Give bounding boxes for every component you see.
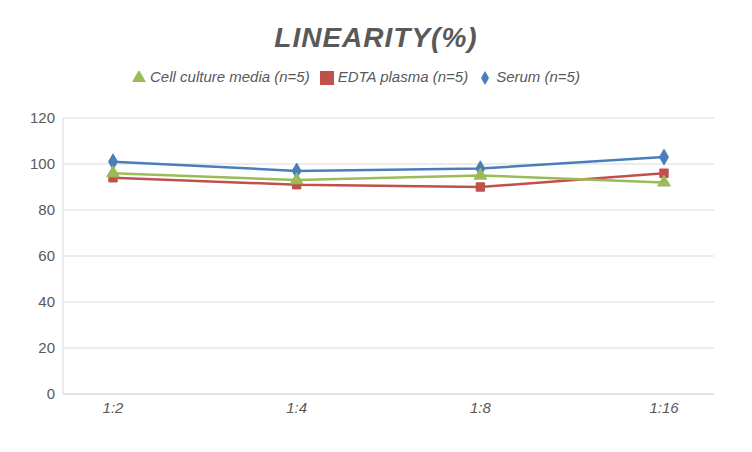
svg-text:1:8: 1:8 — [470, 399, 492, 416]
svg-text:1:16: 1:16 — [649, 399, 679, 416]
svg-text:20: 20 — [38, 339, 55, 356]
svg-text:40: 40 — [38, 293, 55, 310]
svg-text:100: 100 — [30, 155, 55, 172]
svg-text:60: 60 — [38, 247, 55, 264]
html-text:LINEARITY(%): LINEARITY(%) — [274, 22, 478, 53]
svg-text:120: 120 — [30, 109, 55, 126]
html-text:Cell culture media (n=5): Cell culture media (n=5) — [150, 68, 310, 85]
html-text:EDTA plasma (n=5): EDTA plasma (n=5) — [337, 68, 469, 85]
svg-text:1:2: 1:2 — [103, 399, 125, 416]
html-text:Serum (n=5): Serum (n=5) — [496, 68, 580, 85]
svg-text:1:4: 1:4 — [286, 399, 307, 416]
svg-text:0: 0 — [47, 385, 55, 402]
svg-text:80: 80 — [38, 201, 55, 218]
